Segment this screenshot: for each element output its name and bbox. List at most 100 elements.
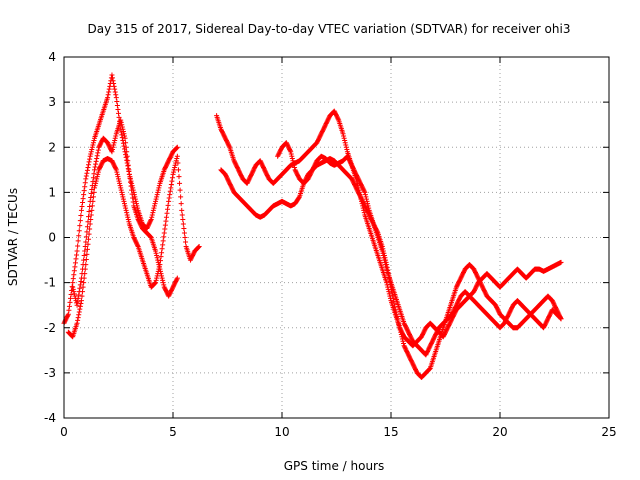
data-point [167, 154, 173, 160]
data-point [349, 177, 355, 183]
data-point [112, 135, 118, 141]
data-point [145, 223, 151, 229]
data-point [358, 196, 364, 202]
data-point [91, 171, 97, 177]
data-point [152, 280, 158, 286]
data-point [322, 124, 328, 130]
data-point [72, 264, 78, 270]
data-point [151, 205, 157, 211]
data-point [80, 284, 86, 290]
data-point [163, 163, 169, 169]
data-point [223, 136, 229, 142]
data-point [81, 192, 87, 198]
data-point [398, 327, 404, 333]
data-point [154, 194, 160, 200]
data-point [157, 268, 163, 274]
data-point [130, 195, 136, 201]
data-point [162, 166, 168, 172]
data-point [97, 142, 103, 148]
data-point [223, 137, 229, 143]
data-point [189, 255, 195, 261]
data-point [359, 184, 365, 190]
data-point [294, 171, 300, 177]
data-point [174, 156, 180, 162]
data-point [471, 289, 477, 295]
data-point [354, 178, 360, 184]
y-axis-label: SDTVAR / TECUs [6, 188, 20, 286]
data-points [61, 72, 564, 380]
data-point [120, 128, 126, 134]
data-point [420, 332, 426, 338]
data-point [161, 230, 167, 236]
series-track-e [218, 156, 564, 358]
data-point [246, 176, 252, 182]
data-point [361, 210, 367, 216]
data-point [124, 153, 130, 159]
data-point [348, 161, 354, 167]
data-point [316, 136, 322, 142]
data-point [362, 192, 368, 198]
data-point [78, 278, 84, 284]
data-point [344, 147, 350, 153]
data-point [420, 330, 426, 336]
data-point [229, 185, 235, 191]
data-point [454, 282, 460, 288]
data-point [114, 171, 120, 177]
data-point [80, 262, 86, 268]
data-point [218, 126, 224, 132]
data-point [288, 149, 294, 155]
data-point [454, 283, 460, 289]
data-point [480, 284, 486, 290]
data-point [123, 207, 129, 213]
data-point [156, 262, 162, 268]
data-point [310, 167, 316, 173]
data-point [363, 196, 369, 202]
data-point [181, 230, 187, 236]
data-point [225, 177, 231, 183]
data-point [354, 180, 360, 186]
y-tick-label: -2 [44, 321, 56, 335]
data-point [188, 256, 194, 262]
data-point [252, 165, 258, 171]
data-point [452, 310, 458, 316]
data-point [165, 202, 171, 208]
data-point [166, 198, 172, 204]
data-point [474, 282, 480, 288]
data-point [259, 162, 265, 168]
data-point [67, 299, 73, 305]
data-point [409, 336, 415, 342]
data-point [262, 167, 268, 173]
data-point [110, 144, 116, 150]
data-point [405, 328, 411, 334]
data-point [114, 169, 120, 175]
data-point [71, 272, 77, 278]
data-point [408, 335, 414, 341]
data-point [428, 341, 434, 347]
data-point [451, 311, 457, 317]
x-tick-label: 25 [601, 425, 616, 439]
data-point [169, 286, 175, 292]
data-point [264, 172, 270, 178]
data-point [98, 162, 104, 168]
data-point [506, 311, 512, 317]
data-point [355, 185, 361, 191]
data-point [72, 260, 78, 266]
data-point [167, 156, 173, 162]
data-point [351, 181, 357, 187]
data-point [383, 264, 389, 270]
data-point [87, 226, 93, 232]
data-point [308, 169, 314, 175]
data-point [137, 221, 143, 227]
data-point [363, 194, 369, 200]
data-point [429, 339, 435, 345]
data-point [129, 187, 135, 193]
data-point [138, 222, 144, 228]
data-point [178, 194, 184, 200]
y-tick-label: 0 [48, 231, 56, 245]
data-point [82, 248, 88, 254]
data-point [312, 161, 318, 167]
data-point [398, 328, 404, 334]
data-point [471, 267, 477, 273]
data-point [110, 75, 116, 81]
